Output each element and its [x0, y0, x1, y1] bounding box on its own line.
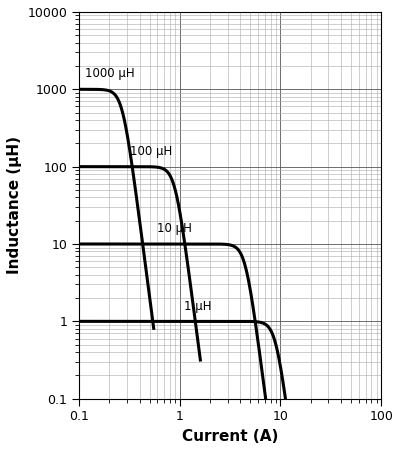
Text: 10 μH: 10 μH	[158, 222, 192, 235]
Text: 100 μH: 100 μH	[130, 145, 172, 158]
Y-axis label: Inductance (μH): Inductance (μH)	[7, 136, 22, 274]
X-axis label: Current (A): Current (A)	[182, 429, 278, 444]
Text: 1 μH: 1 μH	[184, 299, 212, 313]
Text: 1000 μH: 1000 μH	[85, 68, 135, 80]
